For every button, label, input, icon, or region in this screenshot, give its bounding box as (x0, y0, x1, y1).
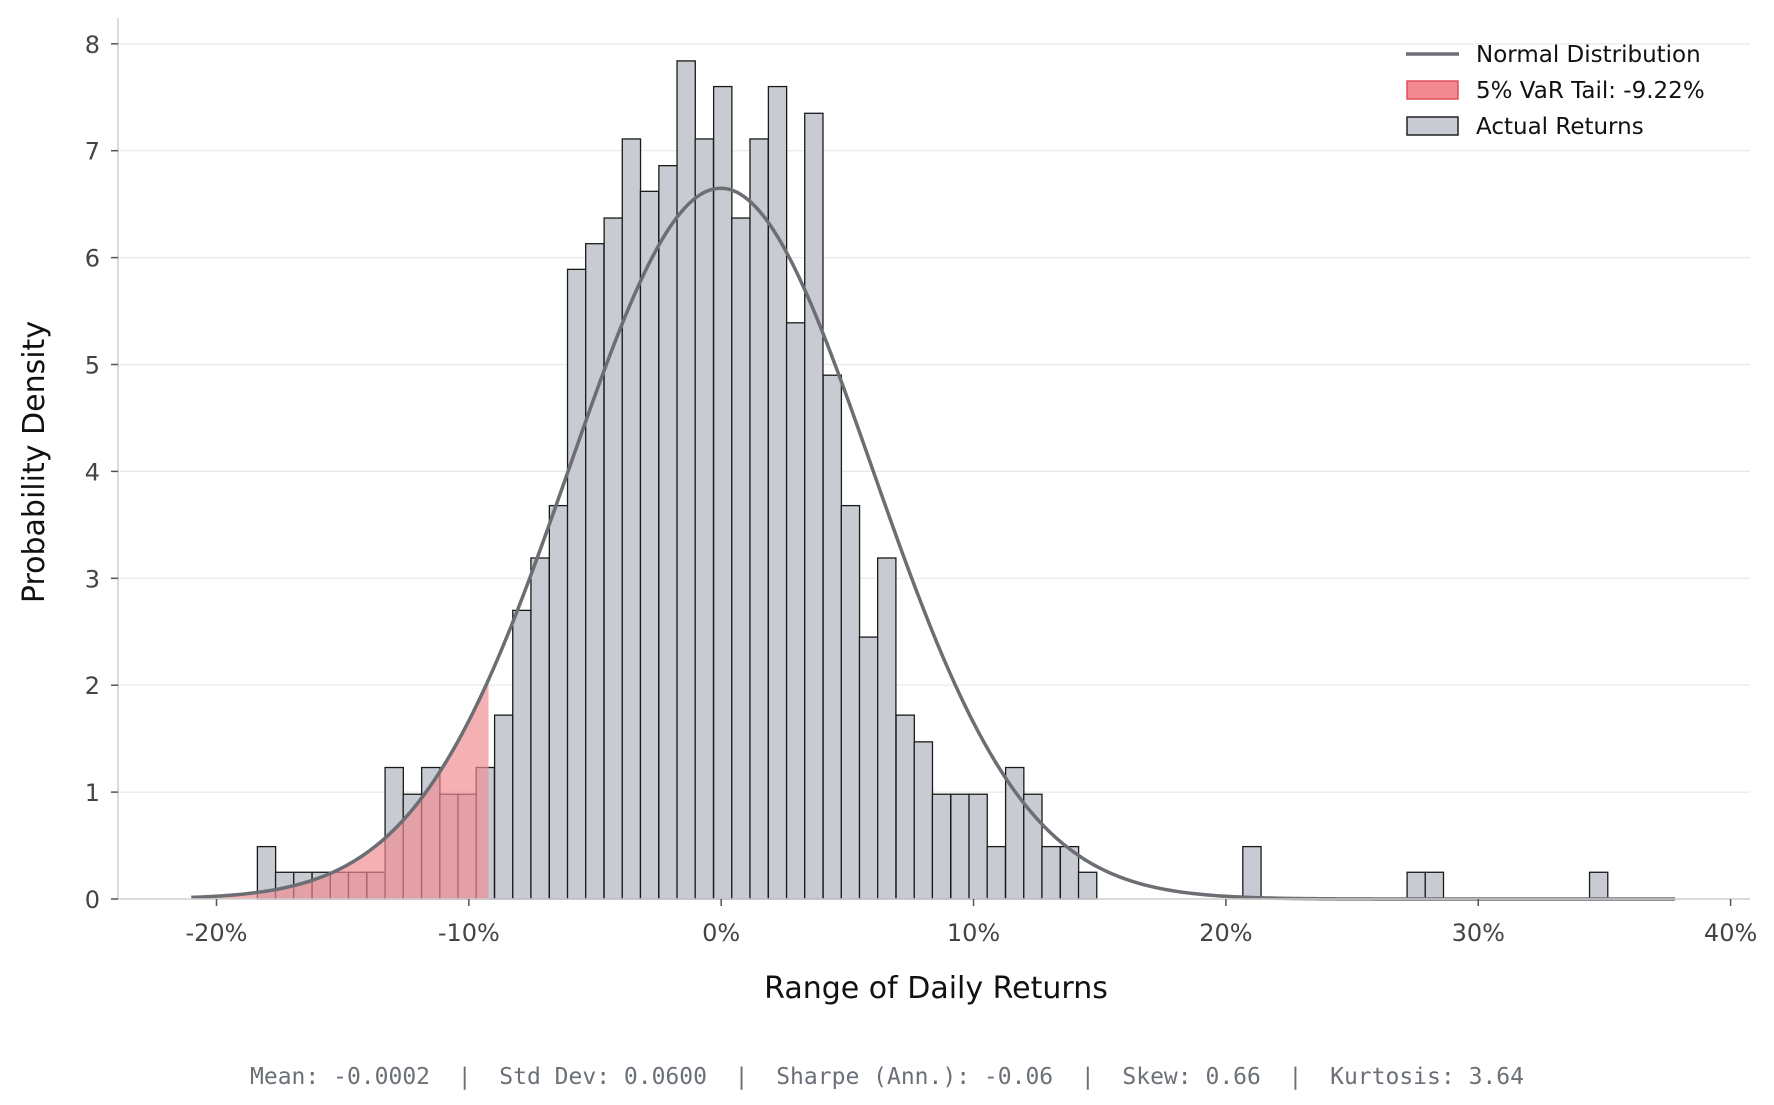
histogram-bar (621, 138, 642, 900)
histogram-bar (931, 793, 952, 900)
stats-summary: Mean: -0.0002 | Std Dev: 0.0600 | Sharpe… (250, 1064, 1524, 1090)
x-tick-label: -10% (438, 919, 500, 947)
y-tick-label: 4 (85, 458, 100, 486)
histogram-bar (676, 60, 696, 900)
x-axis-ticks: -20% -10% 0% 10% 20% 30% 40% (185, 899, 1757, 947)
x-axis-title: Range of Daily Returns (764, 971, 1108, 1006)
y-tick-label: 5 (85, 352, 100, 380)
y-tick-label: 6 (85, 245, 100, 273)
y-tick-label: 2 (85, 672, 100, 700)
histogram-bar (950, 793, 970, 900)
histogram-bar (804, 112, 824, 900)
histogram-bar (694, 138, 715, 900)
y-tick-label: 1 (85, 779, 100, 807)
histogram-bar (585, 243, 605, 900)
histogram-bar (986, 845, 1007, 900)
histogram-bar (1041, 845, 1061, 900)
histogram-bar (1242, 845, 1262, 900)
histogram-bar (712, 85, 733, 900)
histogram-bar (548, 504, 569, 900)
histogram-bar (785, 322, 806, 900)
legend: Normal Distribution 5% VaR Tail: -9.22% … (1406, 42, 1705, 140)
histogram-bar (822, 374, 843, 900)
histogram-bar (731, 217, 751, 900)
histogram-bar (1588, 871, 1609, 900)
histogram-bar (913, 741, 934, 900)
histogram-bar (530, 557, 550, 900)
histogram-bar (1406, 871, 1426, 900)
histogram-bar (840, 504, 861, 900)
y-tick-label: 7 (85, 138, 100, 166)
histogram-bar (877, 557, 897, 900)
histogram-bar (767, 85, 788, 900)
histogram-bar (749, 138, 769, 900)
y-axis-ticks: 0 1 2 3 4 5 6 7 8 (85, 31, 118, 914)
histogram-bar (493, 714, 514, 900)
histogram-bar (566, 268, 587, 900)
grid-lines (118, 43, 1750, 793)
histogram-bar (603, 217, 624, 900)
x-tick-label: 30% (1452, 919, 1505, 947)
histogram-bars (256, 60, 1609, 900)
histogram-bar (1023, 793, 1043, 900)
histogram-bar (512, 609, 532, 900)
histogram-bar (639, 190, 660, 900)
y-tick-label: 3 (85, 565, 100, 593)
histogram-bar (1424, 871, 1445, 900)
legend-returns-swatch (1406, 116, 1459, 136)
y-axis-title: Probability Density (17, 321, 52, 603)
legend-var-swatch (1406, 80, 1459, 100)
histogram-bar (1077, 871, 1098, 900)
legend-label-var: 5% VaR Tail: -9.22% (1476, 78, 1705, 104)
y-tick-label: 8 (85, 31, 100, 59)
histogram-bar (1004, 766, 1025, 900)
x-tick-label: 40% (1704, 919, 1757, 947)
histogram-bar (968, 793, 988, 900)
histogram-bar (658, 165, 678, 900)
x-tick-label: -20% (185, 919, 247, 947)
histogram-bar (858, 636, 879, 900)
legend-label-returns: Actual Returns (1476, 114, 1644, 140)
x-tick-label: 20% (1199, 919, 1252, 947)
legend-label-normal: Normal Distribution (1476, 42, 1701, 68)
var-tail-area (191, 679, 489, 899)
x-tick-label: 0% (702, 919, 740, 947)
x-tick-label: 10% (947, 919, 1000, 947)
histogram-bar (895, 714, 915, 900)
y-tick-label: 0 (85, 886, 100, 914)
